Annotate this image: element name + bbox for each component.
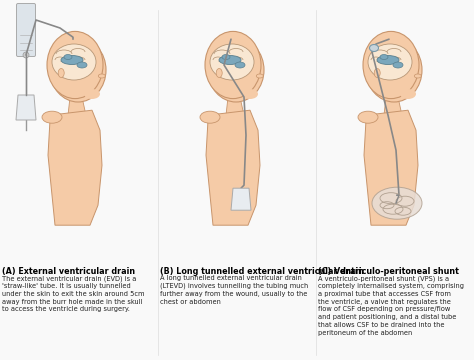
Text: The external ventricular drain (EVD) is a
'straw-like' tube. It is usually tunne: The external ventricular drain (EVD) is … [2, 275, 145, 312]
Ellipse shape [52, 44, 96, 80]
Ellipse shape [98, 74, 105, 78]
Ellipse shape [48, 38, 98, 86]
Ellipse shape [414, 74, 421, 78]
Polygon shape [48, 110, 102, 225]
Ellipse shape [364, 38, 414, 86]
Text: A long tunnelled external ventricular drain
(LTEVD) involves tunnelling the tubi: A long tunnelled external ventricular dr… [160, 275, 308, 305]
Ellipse shape [61, 55, 83, 64]
Ellipse shape [216, 68, 222, 77]
Text: (B) Long tunnelled external ventricular drain: (B) Long tunnelled external ventricular … [160, 267, 364, 276]
Ellipse shape [47, 31, 103, 99]
Ellipse shape [368, 44, 412, 80]
Ellipse shape [366, 38, 422, 102]
Ellipse shape [77, 62, 87, 68]
Ellipse shape [58, 68, 64, 77]
Text: (A) External ventricular drain: (A) External ventricular drain [2, 267, 135, 276]
Text: (C) Ventriculo-peritoneal shunt: (C) Ventriculo-peritoneal shunt [318, 267, 459, 276]
Polygon shape [384, 97, 402, 115]
Ellipse shape [235, 62, 245, 68]
Ellipse shape [210, 44, 254, 80]
Ellipse shape [363, 31, 419, 99]
Ellipse shape [200, 111, 220, 123]
Ellipse shape [380, 54, 388, 59]
Ellipse shape [393, 62, 403, 68]
Polygon shape [206, 110, 260, 225]
Ellipse shape [358, 111, 378, 123]
Ellipse shape [42, 111, 62, 123]
Ellipse shape [400, 89, 416, 99]
Ellipse shape [242, 89, 258, 99]
Ellipse shape [50, 38, 106, 102]
Ellipse shape [256, 74, 263, 78]
Text: A ventriculo-peritoneal shunt (VPS) is a
completely internalised system, compris: A ventriculo-peritoneal shunt (VPS) is a… [318, 275, 464, 336]
Ellipse shape [370, 45, 379, 51]
Polygon shape [231, 188, 251, 210]
Ellipse shape [219, 55, 241, 64]
Ellipse shape [208, 38, 264, 102]
Polygon shape [16, 95, 36, 120]
FancyBboxPatch shape [17, 4, 36, 57]
Ellipse shape [372, 187, 422, 219]
Ellipse shape [206, 38, 256, 86]
Ellipse shape [64, 54, 72, 59]
Ellipse shape [222, 54, 230, 59]
Polygon shape [364, 110, 418, 225]
Ellipse shape [377, 55, 399, 64]
Ellipse shape [205, 31, 261, 99]
Ellipse shape [84, 89, 100, 99]
Polygon shape [68, 97, 86, 115]
Polygon shape [226, 97, 244, 115]
Ellipse shape [23, 52, 29, 58]
Ellipse shape [374, 68, 380, 77]
